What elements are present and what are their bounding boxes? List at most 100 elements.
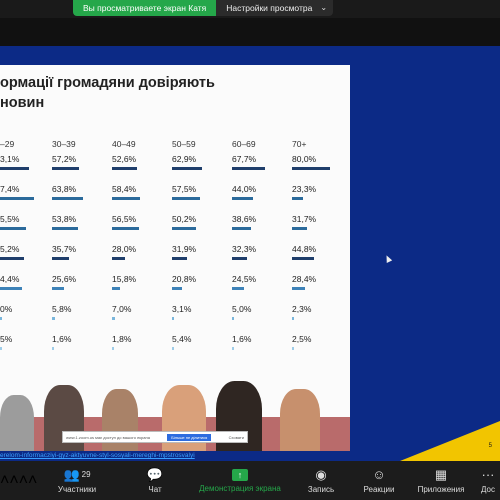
value-label: 5,0% <box>232 304 252 314</box>
value-bar <box>232 347 234 350</box>
reactions-label: Реакции <box>363 484 395 494</box>
value-label: 24,5% <box>232 274 257 284</box>
share-screen-icon: ↑ <box>232 468 248 481</box>
value-bar <box>52 287 64 290</box>
value-bar <box>52 317 55 320</box>
value-label: 1,6% <box>232 334 252 344</box>
value-bar <box>292 197 303 200</box>
value-label: 80,0% <box>292 154 317 164</box>
value-bar <box>292 317 294 320</box>
reactions-icon: ☺ <box>372 466 386 482</box>
value-bar <box>232 227 251 230</box>
value-cell: 62,9% <box>172 153 222 183</box>
participants-count: 29 <box>81 470 91 479</box>
value-label: 2,5% <box>292 334 312 344</box>
age-header: –29 <box>0 139 15 149</box>
value-cell: 58,4% <box>112 183 162 213</box>
chat-icon: 💬 <box>146 466 164 482</box>
value-label: 0% <box>0 304 13 314</box>
value-cell: 5,5% <box>0 213 50 243</box>
value-cell: 44,0% <box>232 183 282 213</box>
participants-button[interactable]: 👥 29 Участники <box>52 461 102 500</box>
value-bar <box>172 257 187 260</box>
value-cell: 5,2% <box>0 243 50 273</box>
value-cell: 80,0% <box>292 153 342 183</box>
chevron-up-icon[interactable]: ˄ <box>0 471 10 489</box>
shared-screen: 5 ормації громадяни довіряють новин –29 3… <box>0 18 500 461</box>
value-cell: 20,8% <box>172 273 222 303</box>
chevron-up-icon[interactable]: ˄ <box>9 471 19 489</box>
share-screen-button[interactable]: ↑ Демонстрация экрана <box>194 461 286 500</box>
value-cell: 7,4% <box>0 183 50 213</box>
source-link[interactable]: erelom-informacziyi-gyz-aktyuvne-styl-so… <box>0 452 195 459</box>
value-bar <box>0 167 29 170</box>
value-cell: 5% <box>0 333 50 363</box>
age-column: 50–59 62,9% 57,5% 50,2% 31,9% 20,8% 3,1% 5,4% <box>172 139 222 363</box>
share-screen-label: Демонстрация экрана <box>199 483 281 493</box>
value-label: 67,7% <box>232 154 257 164</box>
value-label: 20,8% <box>172 274 197 284</box>
value-cell: 3,1% <box>0 153 50 183</box>
value-bar <box>112 347 114 350</box>
value-label: 58,4% <box>112 184 137 194</box>
person-photo <box>280 389 320 451</box>
value-cell: 53,8% <box>52 213 102 243</box>
value-label: 56,5% <box>112 214 137 224</box>
value-cell: 50,2% <box>172 213 222 243</box>
value-label: 25,6% <box>52 274 77 284</box>
value-cell: 5,8% <box>52 303 102 333</box>
value-label: 31,9% <box>172 244 197 254</box>
value-bar <box>172 227 196 230</box>
value-label: 63,8% <box>52 184 77 194</box>
record-button[interactable]: ◉ Запись <box>304 461 338 500</box>
value-cell: 56,5% <box>112 213 162 243</box>
record-icon: ◉ <box>315 466 327 482</box>
value-bar <box>52 257 69 260</box>
stop-sharing-button[interactable]: Більше не ділитися <box>167 433 212 441</box>
chevron-up-icon[interactable]: ˄ <box>18 471 29 489</box>
value-cell: 67,7% <box>232 153 282 183</box>
value-bar <box>232 317 234 320</box>
value-cell: 57,5% <box>172 183 222 213</box>
value-label: 1,6% <box>52 334 72 344</box>
value-label: 2,3% <box>292 304 312 314</box>
value-bar <box>112 257 125 260</box>
value-label: 4,4% <box>0 274 20 284</box>
value-bar <box>52 197 83 200</box>
value-cell: 2,5% <box>292 333 342 363</box>
age-header: 50–59 <box>172 139 196 149</box>
chat-button[interactable]: 💬 Чат <box>140 461 170 500</box>
apps-button[interactable]: ▦ Приложения <box>413 461 469 500</box>
value-label: 5,8% <box>52 304 72 314</box>
value-bar <box>52 227 78 230</box>
value-bar <box>112 287 120 290</box>
record-label: Запись <box>307 484 335 494</box>
value-cell: 25,6% <box>52 273 102 303</box>
more-label: Дос <box>481 484 495 494</box>
chat-label: Чат <box>148 484 162 494</box>
value-bar <box>112 197 140 200</box>
value-label: 5,2% <box>0 244 20 254</box>
apps-icon: ▦ <box>434 466 448 482</box>
screen-share-indicator: Вы просматриваете экран Катя Настройки п… <box>73 0 334 16</box>
value-bar <box>292 227 307 230</box>
value-cell: 52,6% <box>112 153 162 183</box>
reactions-button[interactable]: ☺ Реакции <box>360 461 398 500</box>
hide-banner-button[interactable]: Сховати <box>228 434 244 440</box>
value-label: 3,1% <box>172 304 192 314</box>
sharing-banner: www.1.zoom.us має доступ до вашого екран… <box>62 431 248 443</box>
value-bar <box>52 347 54 350</box>
slide-title-line1: ормації громадяни довіряють <box>0 75 215 91</box>
value-bar <box>0 287 22 290</box>
age-header: 60–69 <box>232 139 256 149</box>
value-cell: 28,4% <box>292 273 342 303</box>
value-cell: 4,4% <box>0 273 50 303</box>
value-cell: 1,6% <box>52 333 102 363</box>
chevron-up-icon[interactable]: ˄ <box>28 471 38 489</box>
value-cell: 31,9% <box>172 243 222 273</box>
value-label: 3,1% <box>0 154 20 164</box>
value-bar <box>172 317 174 320</box>
more-button[interactable]: ··· Дос <box>476 461 500 500</box>
view-settings-button[interactable]: Настройки просмотра ⌄ <box>216 0 334 16</box>
value-bar <box>172 287 182 290</box>
